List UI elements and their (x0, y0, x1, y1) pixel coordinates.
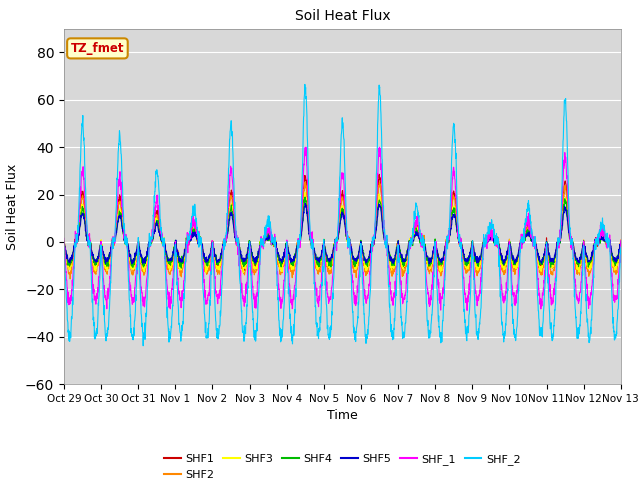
SHF1 (568, 240, 576, 246)
Line: SHF4: SHF4 (64, 197, 621, 268)
SHF_1 (60, 235, 68, 241)
X-axis label: Time: Time (327, 409, 358, 422)
SHF3 (371, 237, 379, 242)
SHF_2 (60, 243, 68, 249)
SHF_2 (216, 324, 223, 330)
SHF2 (216, 271, 223, 277)
SHF5 (60, 240, 68, 245)
SHF3 (617, 237, 625, 242)
SHF_2 (359, 283, 367, 289)
Line: SHF2: SHF2 (64, 182, 621, 279)
SHF_2 (505, 259, 513, 264)
SHF5 (617, 240, 625, 246)
SHF3 (216, 263, 223, 268)
SHF_2 (301, 82, 308, 87)
SHF_1 (371, 232, 379, 238)
SHF5 (500, 261, 508, 267)
Y-axis label: Soil Heat Flux: Soil Heat Flux (6, 163, 19, 250)
SHF3 (584, 262, 591, 268)
Text: TZ_fmet: TZ_fmet (70, 42, 124, 55)
SHF_2 (568, 237, 576, 242)
SHF5 (568, 238, 576, 244)
SHF1 (60, 239, 68, 244)
SHF4 (568, 240, 576, 246)
Line: SHF3: SHF3 (64, 192, 621, 273)
SHF4 (505, 245, 513, 251)
SHF_1 (463, 308, 471, 313)
SHF3 (505, 247, 513, 253)
SHF2 (60, 243, 68, 249)
SHF5 (505, 241, 513, 247)
SHF2 (371, 236, 379, 241)
SHF5 (301, 200, 309, 206)
SHF1 (617, 243, 625, 249)
SHF1 (216, 256, 223, 262)
SHF4 (60, 238, 68, 244)
SHF3 (202, 270, 210, 276)
SHF1 (359, 251, 367, 256)
SHF2 (568, 240, 576, 245)
SHF_1 (568, 240, 576, 245)
SHF4 (371, 232, 379, 238)
SHF5 (359, 250, 367, 255)
SHF_1 (302, 144, 310, 150)
SHF1 (584, 261, 591, 267)
SHF2 (301, 179, 309, 185)
Line: SHF5: SHF5 (64, 203, 621, 264)
SHF_1 (216, 295, 223, 301)
SHF5 (371, 236, 379, 241)
SHF2 (505, 245, 513, 251)
Legend: SHF1, SHF2, SHF3, SHF4, SHF5, SHF_1, SHF_2: SHF1, SHF2, SHF3, SHF4, SHF5, SHF_1, SHF… (160, 450, 525, 480)
SHF_1 (584, 295, 591, 301)
Line: SHF_2: SHF_2 (64, 84, 621, 346)
SHF4 (584, 259, 591, 264)
SHF_1 (359, 266, 367, 272)
SHF4 (359, 247, 367, 253)
SHF1 (505, 245, 513, 251)
SHF4 (617, 238, 625, 244)
SHF_2 (140, 343, 147, 348)
SHF3 (568, 243, 576, 249)
SHF2 (359, 258, 367, 264)
Line: SHF1: SHF1 (64, 174, 621, 271)
SHF1 (241, 268, 249, 274)
SHF1 (371, 232, 379, 238)
SHF_2 (584, 316, 591, 322)
SHF5 (216, 257, 223, 263)
SHF1 (375, 171, 383, 177)
SHF_2 (371, 221, 379, 227)
SHF2 (67, 276, 74, 282)
SHF2 (584, 269, 591, 275)
SHF_1 (505, 255, 513, 261)
SHF3 (60, 240, 68, 245)
Line: SHF_1: SHF_1 (64, 147, 621, 311)
SHF3 (301, 189, 309, 195)
SHF4 (177, 265, 185, 271)
SHF4 (216, 260, 223, 265)
Title: Soil Heat Flux: Soil Heat Flux (294, 10, 390, 24)
SHF2 (617, 240, 625, 246)
SHF3 (359, 255, 367, 261)
SHF5 (584, 254, 591, 260)
SHF4 (301, 194, 309, 200)
SHF_2 (617, 244, 625, 250)
SHF_1 (617, 237, 625, 243)
